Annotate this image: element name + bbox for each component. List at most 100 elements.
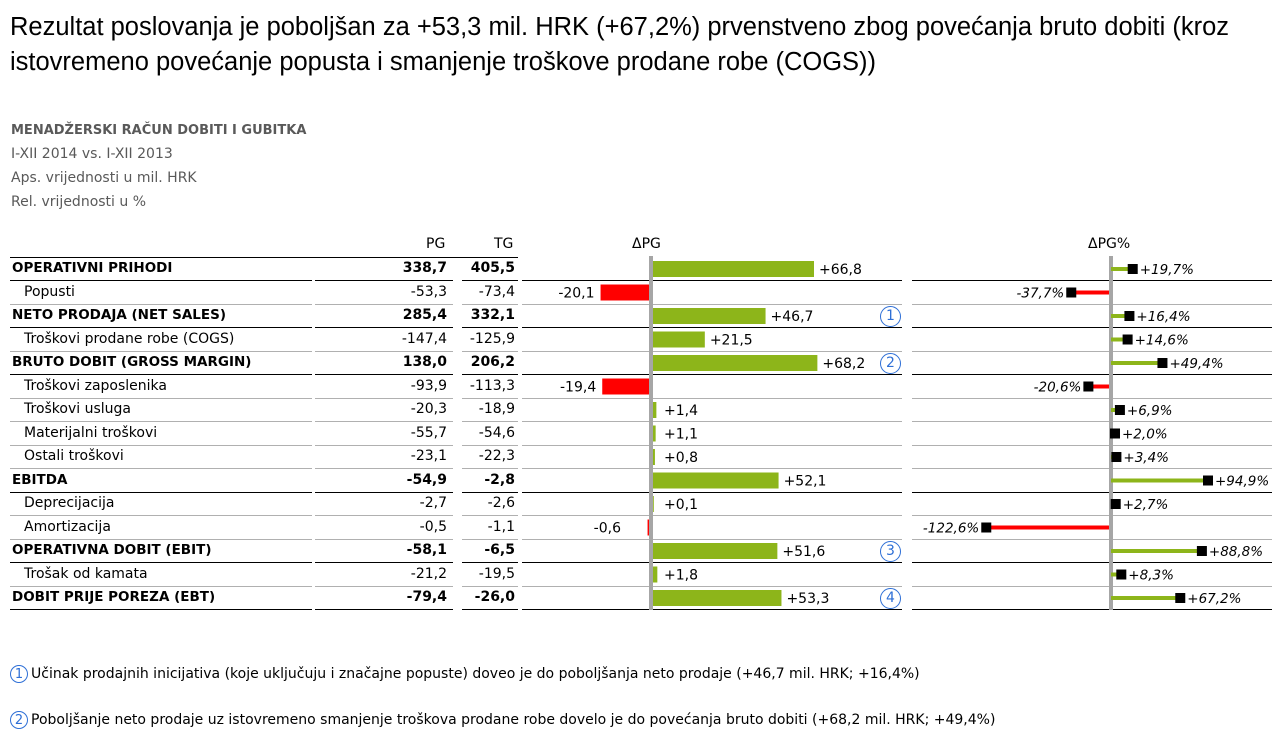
- row-divider: [522, 303, 902, 305]
- row-divider: [462, 280, 518, 281]
- delta-pct-marker: [1196, 546, 1207, 556]
- row-divider: [462, 421, 518, 422]
- delta-pct-label: +16,4%: [1136, 309, 1190, 325]
- cell-pg: -0,5: [419, 518, 447, 535]
- cell-pg: -58,1: [406, 542, 447, 558]
- row-divider: [10, 397, 312, 399]
- row-divider: [912, 491, 1272, 493]
- delta-bar: [653, 590, 782, 606]
- row-divider: [315, 374, 453, 375]
- delta-pct-pin: [1111, 408, 1118, 412]
- row-divider: [315, 303, 453, 305]
- cell-pg: -79,4: [406, 589, 447, 605]
- footnote-2: 2 Poboljšanje neto prodaje uz istovremeno…: [10, 711, 995, 729]
- row-divider: [912, 397, 1272, 399]
- row-divider: [315, 515, 453, 516]
- row-divider: [315, 350, 453, 352]
- delta-pct-marker: [1114, 405, 1125, 415]
- row-label: EBITDA: [12, 471, 68, 488]
- row-label: Amortizacija: [24, 518, 111, 535]
- delta-pct-label: +19,7%: [1140, 262, 1194, 278]
- row-label: Troškovi prodane robe (COGS): [24, 330, 235, 347]
- delta-pct-label: +3,4%: [1123, 450, 1169, 466]
- row-divider: [315, 397, 453, 399]
- delta-label: +21,5: [710, 333, 753, 349]
- cell-tg: -18,9: [478, 401, 515, 417]
- delta-bar: [653, 331, 705, 348]
- cell-pg: -93,9: [410, 377, 447, 394]
- delta-pct-marker: [1110, 499, 1121, 509]
- delta-label: +51,6: [782, 544, 825, 560]
- delta-pct-pin: [1111, 572, 1120, 577]
- cell-pg: -53,3: [410, 283, 447, 300]
- delta-pct-pin: [986, 525, 1109, 530]
- row-divider: [522, 280, 902, 281]
- delta-pct-label: +2,7%: [1123, 497, 1169, 513]
- row-divider: [462, 303, 518, 305]
- delta-pct-pin: [1111, 549, 1200, 553]
- row-divider: [10, 374, 312, 375]
- row-divider: [522, 350, 902, 352]
- row-divider: [315, 327, 453, 328]
- row-label: Ostali troškovi: [24, 448, 124, 464]
- delta-pct-pin: [1111, 361, 1161, 365]
- delta-label: +68,2: [822, 356, 865, 372]
- row-divider: [522, 491, 902, 493]
- delta-label: +1,8: [664, 568, 698, 584]
- row-divider: [912, 515, 1272, 516]
- rel-units-note: Rel. vrijednosti u %: [11, 194, 147, 210]
- delta-pct-marker: [1116, 569, 1127, 580]
- row-divider: [315, 280, 453, 281]
- row-divider: [912, 374, 1272, 375]
- delta-pct-marker: [1127, 264, 1138, 274]
- cell-pg: -20,3: [410, 401, 447, 417]
- cell-pg: -147,4: [401, 330, 447, 347]
- row-divider: [912, 350, 1272, 352]
- delta-axis: [649, 256, 653, 610]
- col-header-delta-pct: ΔPG%: [1088, 236, 1131, 252]
- row-divider: [10, 303, 312, 305]
- cell-pg: -2,7: [419, 495, 447, 511]
- footnote-marker-1: 1: [10, 665, 28, 683]
- row-divider: [315, 609, 453, 610]
- delta-pct-pin: [1111, 337, 1126, 342]
- row-divider: [912, 444, 1272, 446]
- delta-bar: [600, 284, 649, 301]
- row-divider: [522, 327, 902, 328]
- cell-tg: -73,4: [478, 283, 515, 300]
- row-divider: [315, 562, 453, 563]
- row-divider: [10, 327, 312, 328]
- cell-pg: -21,2: [410, 565, 447, 582]
- row-divider: [912, 327, 1272, 328]
- delta-bar: [602, 378, 649, 395]
- row-divider: [315, 585, 453, 587]
- row-divider: [315, 538, 453, 540]
- cell-tg: -125,9: [469, 330, 515, 347]
- row-divider: [10, 491, 312, 493]
- row-divider: [462, 468, 518, 469]
- row-divider: [10, 562, 312, 563]
- delta-bar: [653, 308, 766, 324]
- cell-tg: -26,0: [474, 589, 515, 605]
- row-divider: [522, 609, 902, 610]
- row-label: BRUTO DOBIT (GROSS MARGIN): [12, 354, 252, 370]
- row-divider: [522, 421, 902, 422]
- col-header-pg: PG: [426, 236, 446, 252]
- row-label: OPERATIVNI PRIHODI: [12, 260, 173, 276]
- delta-label: +1,4: [664, 403, 698, 419]
- delta-pct-marker: [981, 522, 992, 533]
- delta-pct-marker: [1066, 287, 1077, 298]
- report-title: MENADŽERSKI RAČUN DOBITI I GUBITKA: [11, 123, 307, 138]
- row-divider: [315, 491, 453, 493]
- row-divider: [522, 515, 902, 516]
- delta-label: +52,1: [784, 474, 827, 490]
- delta-label: -20,1: [558, 286, 594, 302]
- cell-tg: -6,5: [484, 542, 515, 558]
- row-label: Popusti: [24, 283, 75, 300]
- delta-bar: [653, 472, 779, 489]
- row-label: Troškovi zaposlenika: [24, 377, 167, 394]
- row-divider: [912, 585, 1272, 587]
- delta-pct-label: +88,8%: [1209, 544, 1263, 560]
- abs-units-note: Aps. vrijednosti u mil. HRK: [11, 170, 197, 186]
- footnote-1-text: Učinak prodajnih inicijativa (koje uklju…: [31, 666, 920, 682]
